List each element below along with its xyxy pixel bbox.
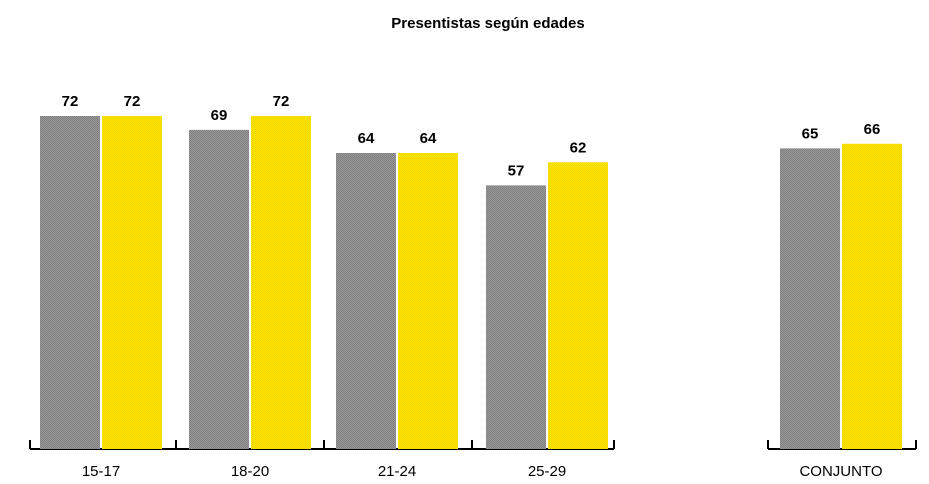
bar-18-20-series-1 [189, 129, 249, 449]
labels-layer: 72 72 15-17 69 72 18-20 64 64 21-24 57 62 25-29 65 66… [62, 93, 883, 480]
data-label: 62 [570, 139, 587, 156]
bar-conjunto-series-2 [842, 143, 902, 449]
data-label: 69 [211, 107, 228, 124]
data-label: 65 [802, 125, 819, 142]
data-label: 66 [864, 121, 881, 138]
bar-15-17-series-2 [102, 116, 162, 449]
data-label: 72 [124, 93, 141, 110]
data-label: 72 [273, 93, 290, 110]
bar-conjunto-series-1 [780, 148, 840, 449]
x-tick-label: 18-20 [231, 463, 269, 480]
x-tick-label: 25-29 [528, 463, 566, 480]
bar-18-20-series-2 [251, 116, 311, 449]
bars-layer [40, 116, 902, 449]
x-tick-label: 21-24 [378, 463, 416, 480]
bar-15-17-series-1 [40, 116, 100, 449]
x-tick-label: CONJUNTO [799, 463, 882, 480]
bar-21-24-series-2 [398, 153, 458, 449]
data-label: 64 [420, 130, 437, 147]
chart-title: Presentistas según edades [391, 15, 584, 32]
data-label: 72 [62, 93, 79, 110]
bar-25-29-series-1 [486, 185, 546, 449]
bar-25-29-series-2 [548, 162, 608, 449]
x-tick-label: 15-17 [82, 463, 120, 480]
data-label: 64 [358, 130, 375, 147]
bar-21-24-series-1 [336, 153, 396, 449]
data-label: 57 [508, 162, 525, 179]
